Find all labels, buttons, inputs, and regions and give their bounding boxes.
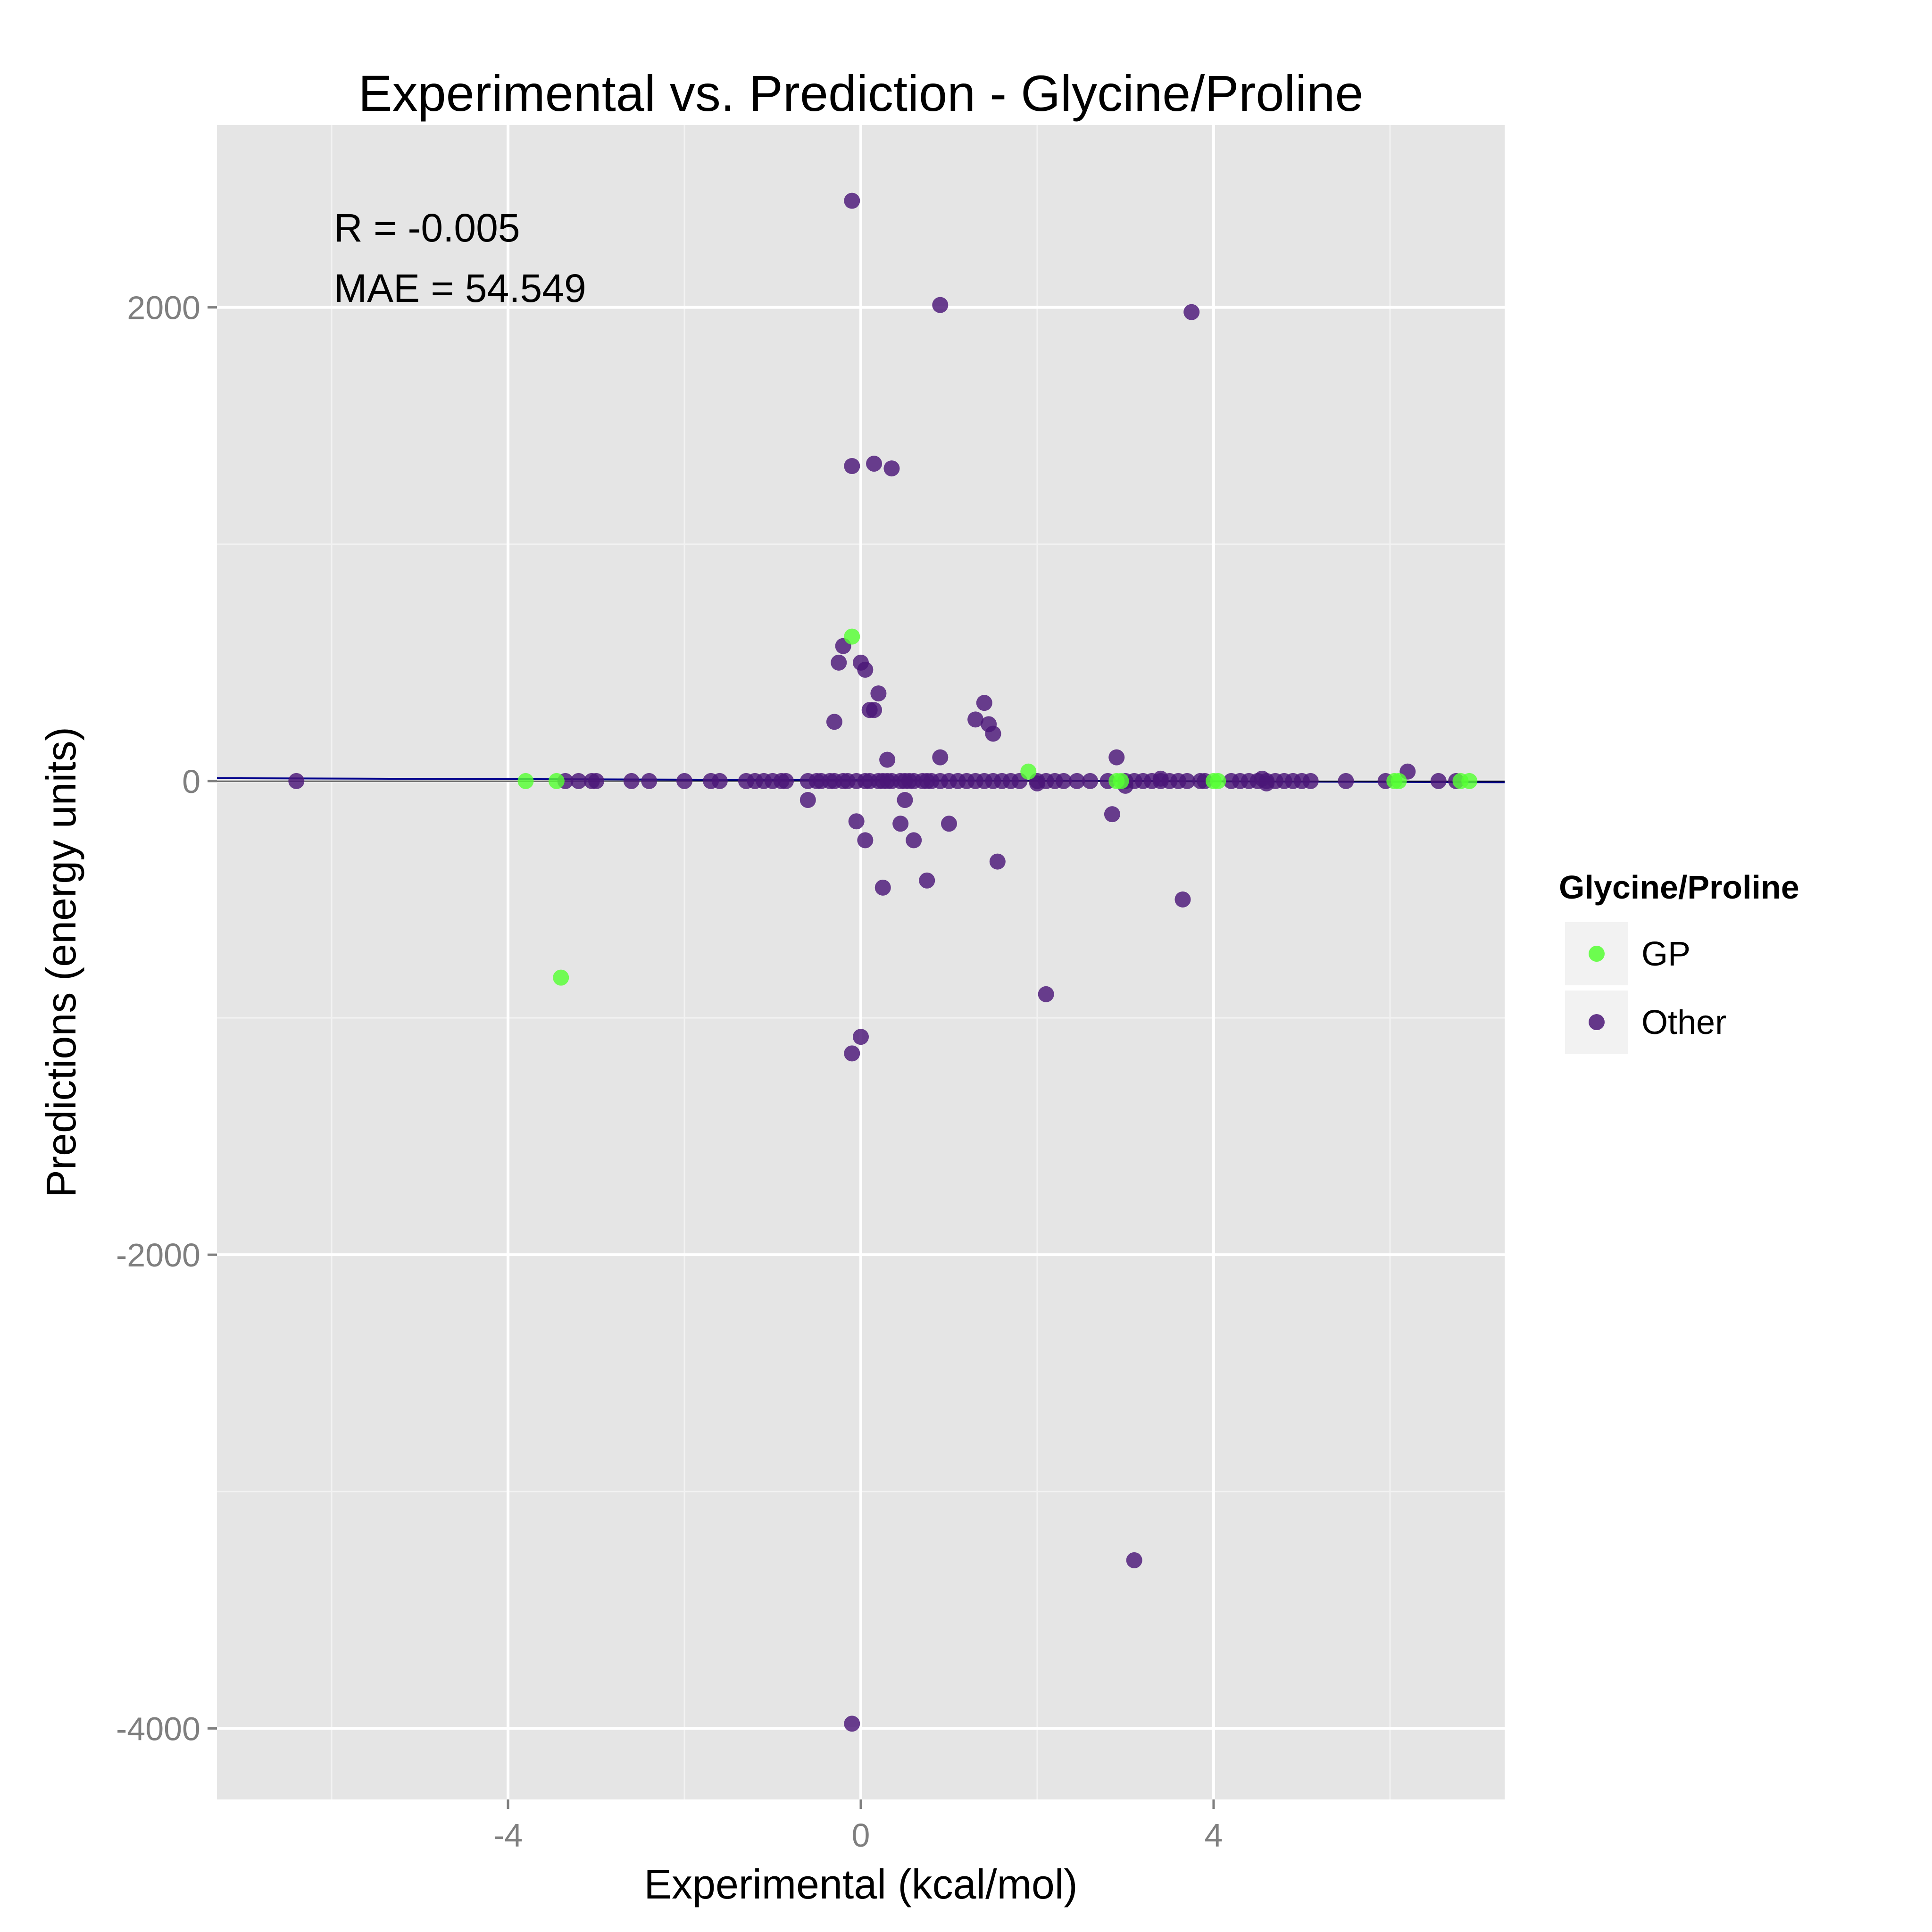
point-other xyxy=(844,458,860,475)
point-other xyxy=(932,297,949,313)
point-other xyxy=(866,456,883,472)
point-other xyxy=(826,714,842,730)
point-other xyxy=(844,1715,860,1732)
point-other xyxy=(941,816,957,832)
point-other xyxy=(897,792,913,808)
y-tick-label: 0 xyxy=(182,763,200,800)
point-other xyxy=(967,711,984,728)
point-other xyxy=(853,1029,869,1045)
point-other xyxy=(1302,773,1319,789)
point-gp xyxy=(1461,773,1478,789)
point-other xyxy=(641,773,658,789)
point-other xyxy=(1108,749,1125,766)
point-gp xyxy=(553,969,569,986)
point-other xyxy=(676,773,693,789)
point-other xyxy=(844,1045,860,1062)
point-other xyxy=(778,773,794,789)
legend-label-gp: GP xyxy=(1641,935,1690,973)
point-other xyxy=(588,773,605,789)
point-other xyxy=(1069,773,1085,789)
point-other xyxy=(1174,891,1191,908)
point-other xyxy=(932,749,949,766)
legend: Glycine/Proline GP Other xyxy=(1559,869,1799,1054)
point-other xyxy=(1082,773,1099,789)
point-other xyxy=(866,702,883,718)
legend-item-gp: GP xyxy=(1565,922,1690,985)
point-other xyxy=(1038,986,1054,1002)
y-axis-ticks: -4000 -2000 0 2000 xyxy=(116,290,217,1747)
point-gp xyxy=(1391,773,1407,789)
point-other xyxy=(883,460,900,477)
chart-title: Experimental vs. Prediction - Glycine/Pr… xyxy=(358,65,1364,122)
point-other xyxy=(288,773,305,789)
point-other xyxy=(892,816,909,832)
grid xyxy=(217,125,1505,1799)
point-other xyxy=(879,751,896,768)
correlation-annotation: R = -0.005 xyxy=(334,206,520,250)
point-other xyxy=(1430,773,1447,789)
point-gp xyxy=(1113,773,1129,789)
data-points xyxy=(288,192,1478,1732)
legend-dot-gp xyxy=(1589,946,1605,962)
point-other xyxy=(1338,773,1354,789)
legend-label-other: Other xyxy=(1641,1004,1726,1041)
point-gp xyxy=(517,773,534,789)
point-other xyxy=(1104,806,1120,823)
mae-annotation: MAE = 54.549 xyxy=(334,266,586,310)
point-other xyxy=(985,725,1001,742)
legend-dot-other xyxy=(1589,1014,1605,1030)
point-other xyxy=(711,773,728,789)
point-other xyxy=(874,879,891,896)
point-other xyxy=(1183,304,1200,320)
y-tick-label: -2000 xyxy=(116,1237,200,1274)
y-tick-label: -4000 xyxy=(116,1710,200,1747)
point-gp xyxy=(1210,773,1226,789)
point-other xyxy=(857,661,874,678)
x-axis-title: Experimental (kcal/mol) xyxy=(644,1861,1077,1907)
point-other xyxy=(623,773,640,789)
point-other xyxy=(1258,775,1275,791)
x-tick-label: 4 xyxy=(1204,1817,1223,1854)
point-other xyxy=(1029,775,1045,791)
point-other xyxy=(989,853,1006,870)
point-other xyxy=(919,872,935,889)
point-other xyxy=(857,832,874,849)
legend-title: Glycine/Proline xyxy=(1559,869,1799,906)
x-tick-label: -4 xyxy=(493,1817,523,1854)
legend-item-other: Other xyxy=(1565,991,1726,1054)
point-gp xyxy=(548,773,565,789)
point-other xyxy=(870,685,887,702)
point-other xyxy=(1056,773,1072,789)
point-gp xyxy=(1020,763,1037,780)
point-other xyxy=(831,654,847,671)
point-gp xyxy=(844,628,860,645)
x-tick-label: 0 xyxy=(852,1817,870,1854)
point-other xyxy=(844,192,860,209)
point-other xyxy=(799,792,816,808)
x-axis-ticks: -4 0 4 xyxy=(493,1799,1223,1854)
point-other xyxy=(570,773,587,789)
y-axis-title: Predictions (energy units) xyxy=(38,727,84,1198)
point-other xyxy=(1126,1552,1142,1568)
point-other xyxy=(906,832,922,849)
point-other xyxy=(1152,770,1169,787)
y-tick-label: 2000 xyxy=(127,290,200,326)
point-other xyxy=(848,813,865,830)
point-other xyxy=(976,695,992,711)
point-other xyxy=(1179,773,1195,789)
